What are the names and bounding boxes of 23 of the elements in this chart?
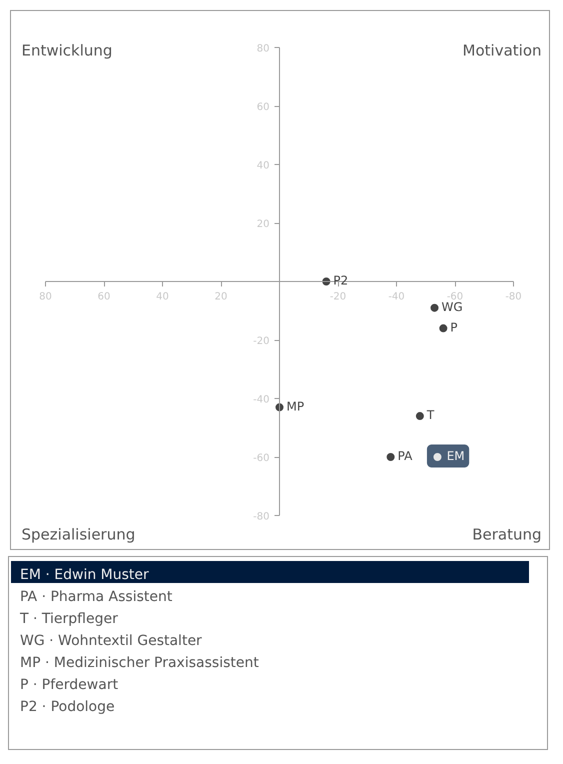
text: Beratung <box>472 526 542 544</box>
series-label: EM <box>431 449 465 463</box>
series-label: T <box>426 408 435 422</box>
point <box>386 453 395 461</box>
text: P2 · Podologe <box>19 698 116 715</box>
text: P · Pferdewart <box>19 676 120 693</box>
text: WG · Wohntextil Gestalter <box>19 632 203 649</box>
point <box>439 324 448 332</box>
series-label: MP <box>286 399 304 414</box>
text: T · Tierpfleger <box>19 610 119 627</box>
series-label: P <box>450 320 458 334</box>
series-label: P2 <box>333 274 348 288</box>
series-label: PA <box>398 449 414 463</box>
text: PA · Pharma Assistent <box>19 588 174 605</box>
point <box>433 453 442 461</box>
point <box>416 412 424 420</box>
text: MP · Medizinischer Praxisassistent <box>19 654 260 671</box>
series-label: WG <box>442 300 463 314</box>
annotation: Entwicklung <box>22 42 112 60</box>
annotation: Motivation <box>462 42 542 60</box>
text: EM · Edwin Muster <box>11 561 529 583</box>
point <box>430 304 439 312</box>
text: Spezialisierung <box>22 526 136 544</box>
